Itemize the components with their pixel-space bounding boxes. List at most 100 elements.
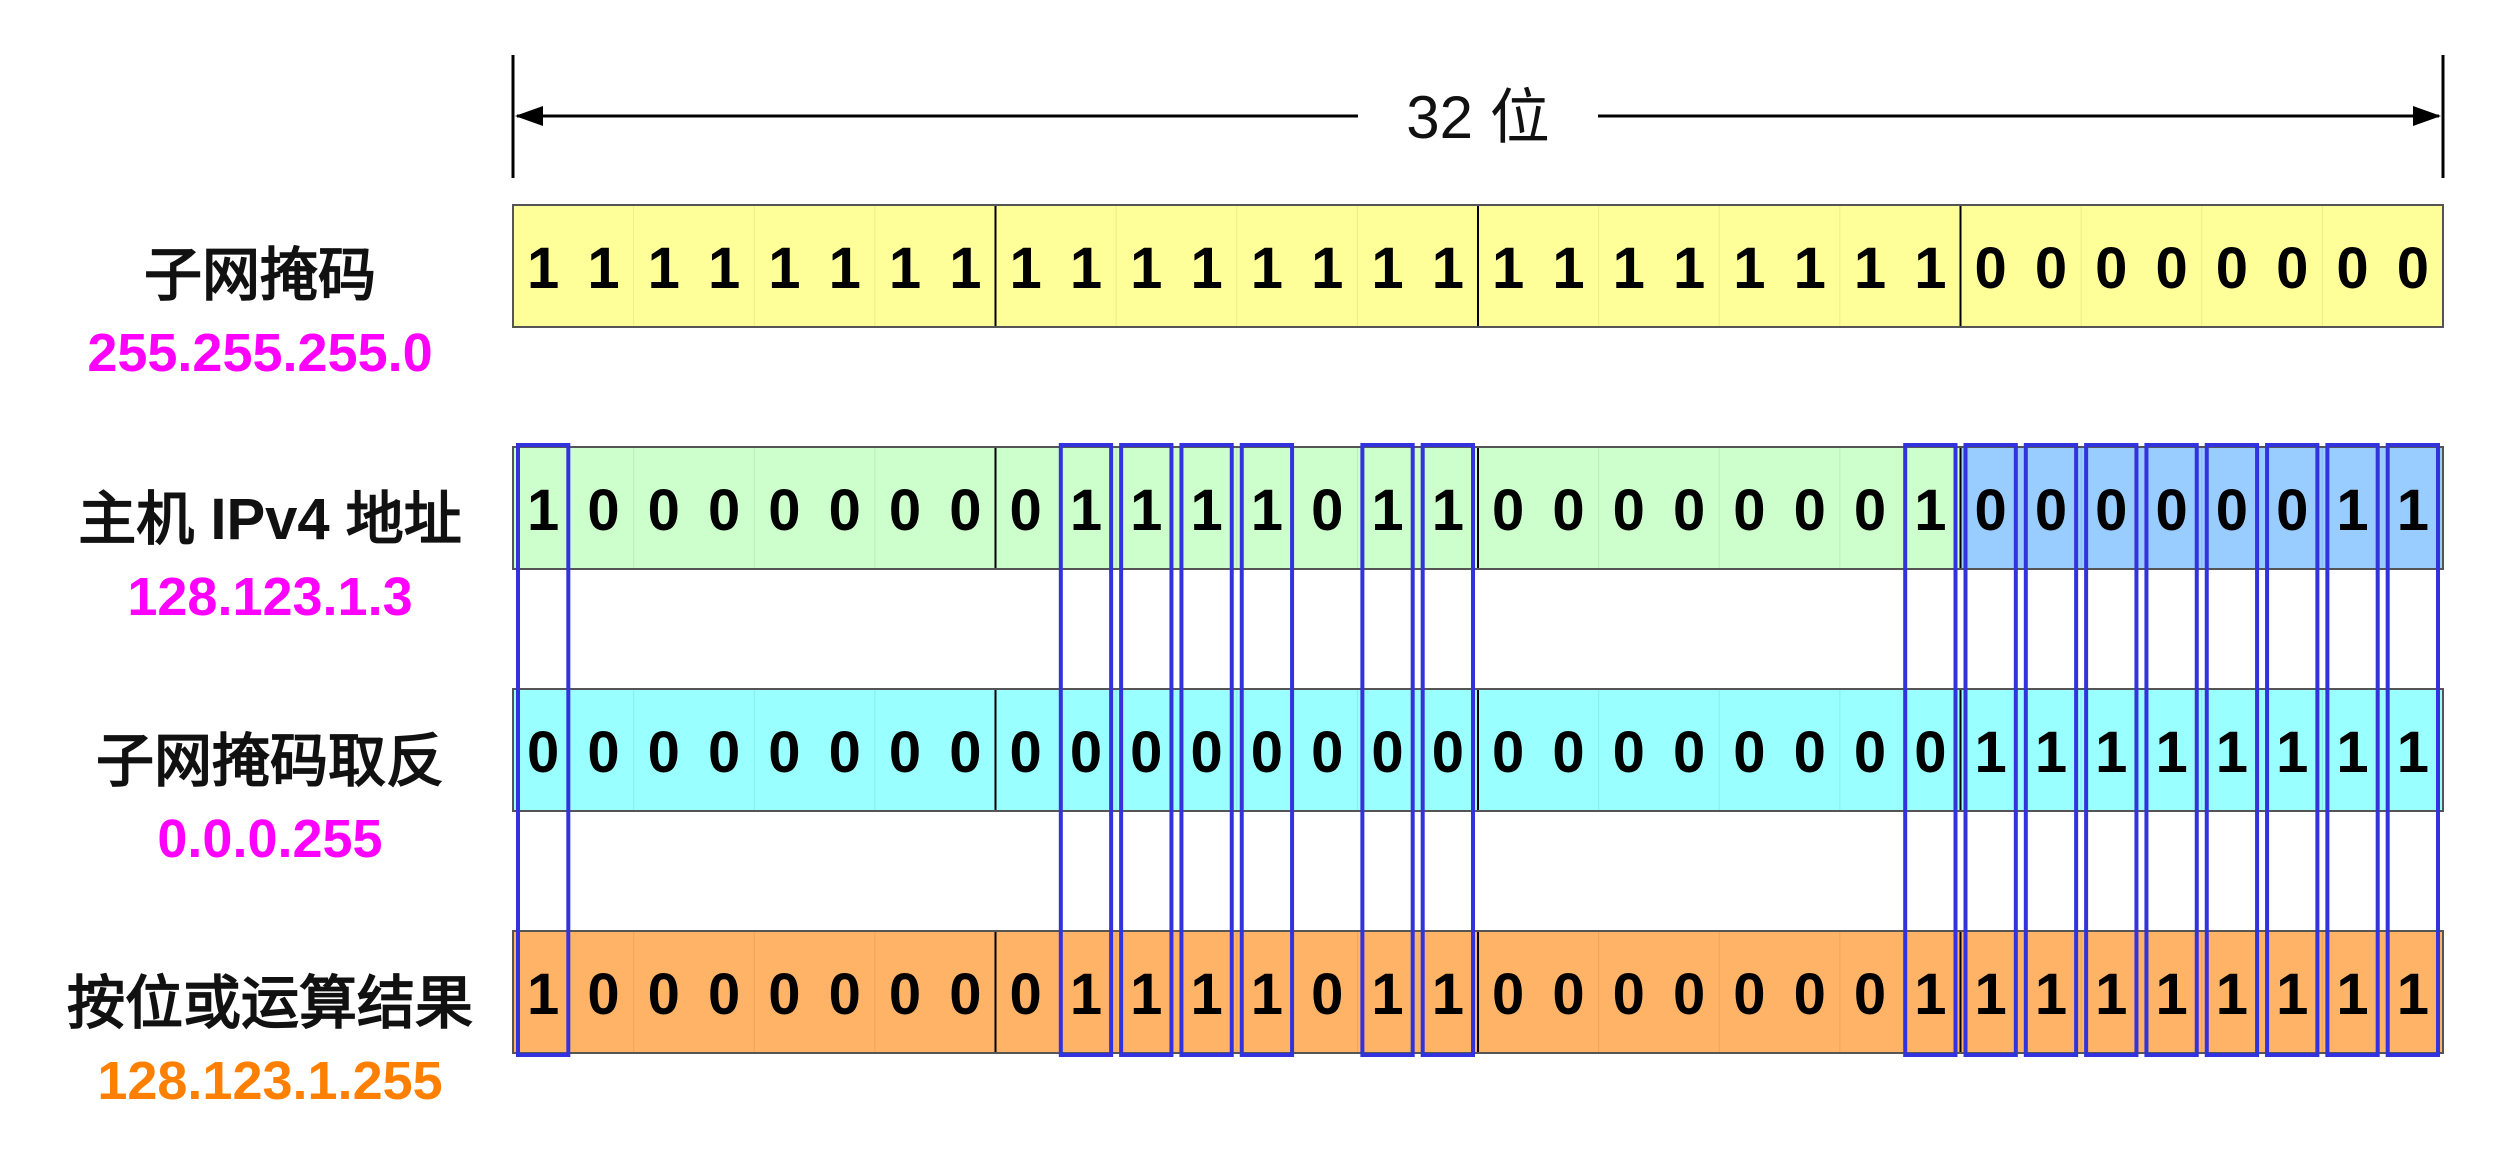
or-column-outline [1119,443,1174,1057]
bit-host-ipv4-23: 1 [1914,478,1946,543]
or-column-outline [1903,443,1958,1057]
bit-host-ipv4-3: 0 [708,478,740,543]
row-title-inverted-mask: 子网掩码取反 [95,729,444,794]
bit-inverted-mask-31: 1 [2397,720,2429,785]
bit-host-ipv4-11: 1 [1190,478,1222,543]
bit-subnet-mask-10: 1 [1130,236,1162,301]
bit-host-ipv4-30: 1 [2336,478,2368,543]
bit-subnet-mask-7: 1 [949,236,981,301]
or-column-outline [1239,443,1295,1057]
row-title-subnet-mask: 子网掩码 [143,243,376,308]
bit-inverted-mask-17: 0 [1552,720,1584,785]
bit-or-result-3: 0 [708,962,740,1027]
bit-or-result-30: 1 [2336,962,2368,1027]
bit-or-result-29: 1 [2276,962,2308,1027]
bit-or-result-24: 1 [1975,962,2007,1027]
bit-host-ipv4-12: 1 [1251,478,1283,543]
host-bits-highlight [1960,447,2443,569]
bit-inverted-mask-28: 1 [2216,720,2248,785]
bit-host-ipv4-20: 0 [1733,478,1765,543]
bit-host-ipv4-19: 0 [1673,478,1705,543]
bit-inverted-mask-29: 1 [2276,720,2308,785]
bit-inverted-mask-12: 0 [1251,720,1283,785]
bit-or-result-5: 0 [829,962,861,1027]
bit-subnet-mask-11: 1 [1190,236,1222,301]
bit-host-ipv4-21: 0 [1794,478,1826,543]
bit-or-result-0: 1 [527,962,559,1027]
bit-host-ipv4-6: 0 [889,478,921,543]
bit-or-result-13: 0 [1311,962,1343,1027]
bit-or-result-23: 1 [1914,962,1946,1027]
bit-inverted-mask-3: 0 [708,720,740,785]
bit-host-ipv4-22: 0 [1854,478,1886,543]
bit-host-ipv4-10: 1 [1130,478,1162,543]
bits-bar-border [512,446,2444,570]
bit-subnet-mask-2: 1 [648,236,680,301]
bit-subnet-mask-30: 0 [2336,236,2368,301]
bit-host-ipv4-14: 1 [1371,478,1403,543]
or-column-outline [2385,443,2440,1057]
bit-or-result-28: 1 [2216,962,2248,1027]
bit-inverted-mask-2: 0 [648,720,680,785]
bit-or-result-10: 1 [1130,962,1162,1027]
row-subtitle-or-result: 128.123.1.255 [97,1051,443,1111]
bit-host-ipv4-16: 0 [1492,478,1524,543]
or-column-outline [1360,443,1415,1057]
bit-subnet-mask-1: 1 [587,236,619,301]
bits-bar-border [512,688,2444,812]
bit-subnet-mask-29: 0 [2276,236,2308,301]
bit-host-ipv4-27: 0 [2155,478,2187,543]
bit-subnet-mask-27: 0 [2155,236,2187,301]
bit-host-ipv4-2: 0 [648,478,680,543]
bit-or-result-4: 0 [768,962,800,1027]
bit-inverted-mask-11: 0 [1190,720,1222,785]
bit-inverted-mask-20: 0 [1733,720,1765,785]
bit-host-ipv4-17: 0 [1552,478,1584,543]
bit-host-ipv4-4: 0 [768,478,800,543]
bit-inverted-mask-24: 1 [1975,720,2007,785]
bit-inverted-mask-23: 0 [1914,720,1946,785]
bit-or-result-9: 1 [1070,962,1102,1027]
bit-inverted-mask-4: 0 [768,720,800,785]
bit-subnet-mask-18: 1 [1613,236,1645,301]
or-column-outline [2144,443,2199,1057]
bit-host-ipv4-18: 0 [1613,478,1645,543]
bit-inverted-mask-26: 1 [2095,720,2127,785]
bit-subnet-mask-24: 0 [1975,236,2007,301]
bit-or-result-19: 0 [1673,962,1705,1027]
bit-inverted-mask-18: 0 [1613,720,1645,785]
bit-subnet-mask-15: 1 [1432,236,1464,301]
bit-inverted-mask-6: 0 [889,720,921,785]
bit-inverted-mask-19: 0 [1673,720,1705,785]
bit-subnet-mask-23: 1 [1914,236,1946,301]
bit-host-ipv4-13: 0 [1311,478,1343,543]
or-column-outline [1058,443,1114,1057]
bit-subnet-mask-0: 1 [527,236,559,301]
or-column-outline [1963,443,2018,1057]
bit-host-ipv4-28: 0 [2216,478,2248,543]
bit-or-result-31: 1 [2397,962,2429,1027]
bit-or-result-6: 0 [889,962,921,1027]
bit-inverted-mask-25: 1 [2035,720,2067,785]
bit-inverted-mask-1: 0 [587,720,619,785]
bit-subnet-mask-4: 1 [768,236,800,301]
bit-subnet-mask-14: 1 [1371,236,1403,301]
bit-inverted-mask-22: 0 [1854,720,1886,785]
bit-subnet-mask-19: 1 [1673,236,1705,301]
bit-or-result-21: 0 [1794,962,1826,1027]
row-title-host-ipv4: 主机 IPv4 地址 [78,487,462,552]
bit-subnet-mask-21: 1 [1794,236,1826,301]
bit-inverted-mask-7: 0 [949,720,981,785]
bit-subnet-mask-26: 0 [2095,236,2127,301]
bit-subnet-mask-8: 1 [1010,236,1042,301]
bit-subnet-mask-17: 1 [1552,236,1584,301]
bit-host-ipv4-15: 1 [1432,478,1464,543]
bit-subnet-mask-28: 0 [2216,236,2248,301]
bit-inverted-mask-16: 0 [1492,720,1524,785]
row-subtitle-subnet-mask: 255.255.255.0 [87,323,433,383]
bit-host-ipv4-25: 0 [2035,478,2067,543]
row-subtitle-inverted-mask: 0.0.0.255 [157,809,383,869]
bit-subnet-mask-5: 1 [829,236,861,301]
